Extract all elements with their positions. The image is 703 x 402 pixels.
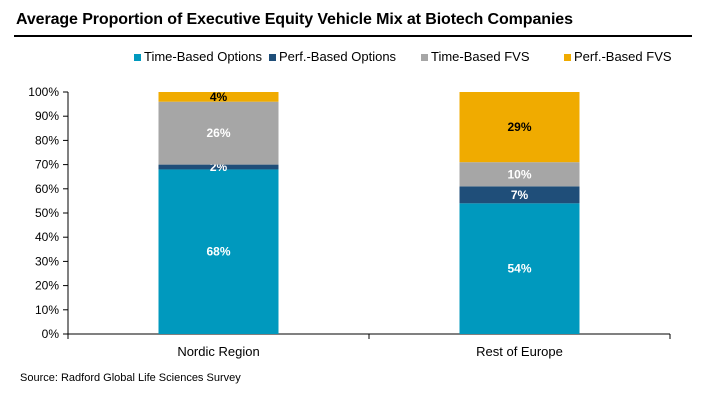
data-label: 4% — [210, 90, 228, 104]
data-label: 10% — [507, 167, 531, 181]
y-tick-label: 60% — [35, 182, 59, 196]
axes: 0% 10% 20% 30% 40% 50% 60% 70% 80% 90% 100% Nordic … — [28, 85, 671, 359]
bar-segment — [459, 162, 580, 187]
y-tick-label: 50% — [35, 206, 59, 220]
y-tick-label: 90% — [35, 109, 59, 123]
category-label: Rest of Europe — [476, 344, 563, 359]
data-label: 68% — [206, 245, 230, 259]
legend-label: Perf.-Based Options — [279, 49, 397, 64]
legend-label: Time-Based Options — [144, 49, 263, 64]
y-tick-label: 30% — [35, 254, 59, 268]
source-note: Source: Radford Global Life Sciences Sur… — [20, 372, 241, 384]
bar-segment — [158, 92, 279, 102]
data-label: 26% — [206, 126, 230, 140]
category-label: Nordic Region — [177, 344, 259, 359]
legend: Time-Based Options Perf.-Based Options Tim… — [134, 49, 672, 64]
data-label: 29% — [507, 120, 531, 134]
title-underline — [14, 35, 692, 37]
data-label: 54% — [507, 262, 531, 276]
y-tick-label: 40% — [35, 230, 59, 244]
y-tick-label: 80% — [35, 133, 59, 147]
legend-swatch — [269, 54, 276, 61]
y-tick-label: 10% — [35, 303, 59, 317]
bars: 68%2%26%4%54%7%10%29% — [158, 90, 580, 334]
y-tick-label: 100% — [28, 85, 59, 99]
legend-swatch — [564, 54, 571, 61]
y-tick-label: 20% — [35, 279, 59, 293]
bar-segment — [459, 186, 580, 204]
y-tick-label: 70% — [35, 158, 59, 172]
chart-title: Average Proportion of Executive Equity V… — [16, 11, 573, 28]
bar-segment — [459, 92, 580, 163]
data-label: 7% — [511, 188, 529, 202]
bar-segment — [459, 203, 580, 334]
y-tick-label: 0% — [42, 327, 60, 341]
bar-segment — [158, 101, 279, 165]
legend-label: Time-Based FVS — [431, 49, 530, 64]
bar-segment — [158, 164, 279, 170]
legend-label: Perf.-Based FVS — [574, 49, 672, 64]
legend-swatch — [134, 54, 141, 61]
bar-segment — [158, 169, 279, 334]
legend-swatch — [421, 54, 428, 61]
